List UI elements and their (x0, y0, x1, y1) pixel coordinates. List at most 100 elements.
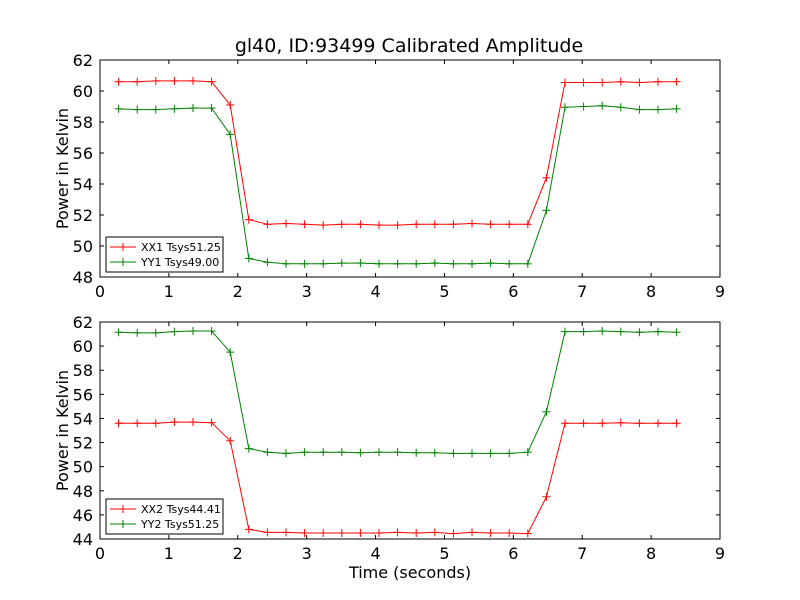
bottom-series-1-point (170, 418, 179, 427)
top-series-2-point (523, 259, 532, 268)
top-series-1-point (375, 221, 383, 230)
bottom-series-1-point (319, 528, 328, 537)
top-y-tick-label: 56 (73, 144, 93, 163)
bottom-series-1-point (598, 419, 607, 428)
bottom-series-1-point (282, 528, 290, 537)
bottom-legend-label-2: YY2 Tsys51.25 (140, 518, 219, 531)
bottom-x-tick-label: 0 (95, 544, 105, 563)
top-series-1-point (263, 220, 272, 229)
top-series-1-point (412, 220, 421, 229)
bottom-series-2-point (244, 444, 253, 453)
bottom-series-2-point (486, 449, 495, 458)
top-series-1-point (430, 220, 439, 229)
bottom-y-tick-label: 44 (73, 530, 93, 549)
chart-title: gl40, ID:93499 Calibrated Amplitude (235, 35, 583, 57)
top-x-tick-label: 3 (302, 282, 312, 301)
top-series-2-point (375, 259, 383, 268)
bottom-series-2-point (672, 328, 681, 337)
top-series-1-point (207, 77, 216, 86)
bottom-series-2-point (170, 327, 179, 336)
bottom-series-1-point (542, 492, 551, 501)
top-series-1-point (505, 220, 514, 229)
bottom-x-tick-label: 1 (164, 544, 174, 563)
top-series-2-point (412, 259, 421, 268)
bottom-legend-label-1: XX2 Tsys44.41 (141, 503, 221, 516)
top-legend-label-2: YY1 Tsys49.00 (140, 256, 219, 269)
bottom-x-tick-label: 5 (439, 544, 449, 563)
bottom-y-tick-label: 54 (73, 409, 93, 428)
top-x-tick-label: 7 (577, 282, 587, 301)
bottom-series-2-point (523, 448, 532, 457)
top-series-1-point (244, 215, 253, 224)
top-series-2-point (133, 105, 142, 114)
bottom-series-1-point (244, 525, 253, 534)
bottom-x-tick-label: 9 (715, 544, 725, 563)
top-series-1-point (393, 221, 402, 230)
top-series-1-point (170, 76, 179, 85)
bottom-series-2-point (654, 327, 662, 336)
top-series-2-point (114, 104, 123, 113)
top-series-1-point (635, 78, 644, 87)
bottom-series-2-point (356, 448, 365, 457)
top-y-axis-label: Power in Kelvin (53, 108, 72, 229)
bottom-series-1-point (207, 418, 216, 427)
bottom-y-tick-label: 62 (73, 313, 93, 332)
top-series-1-point (449, 220, 458, 229)
bottom-x-tick-label: 6 (508, 544, 518, 563)
top-series-2-point (337, 259, 346, 268)
top-series-2-point (654, 105, 662, 114)
bottom-series-1-point (300, 528, 309, 537)
bottom-series-1-point (430, 528, 439, 537)
top-series-2-point (505, 259, 514, 268)
top-x-tick-label: 2 (233, 282, 243, 301)
bottom-x-tick-label: 2 (233, 544, 243, 563)
top-series-1-point (356, 220, 365, 229)
bottom-series-2-point (263, 448, 272, 457)
top-series-2-point (207, 104, 216, 113)
bottom-series-2-point (598, 327, 607, 336)
bottom-series-1-point (412, 528, 421, 537)
bottom-y-tick-label: 52 (73, 434, 93, 453)
top-series-2-point (393, 259, 402, 268)
top-series-1-point (468, 219, 476, 228)
top-x-tick-label: 5 (439, 282, 449, 301)
bottom-y-tick-label: 48 (73, 482, 93, 501)
bottom-series-1-point (616, 418, 625, 427)
top-y-tick-label: 52 (73, 206, 93, 225)
bottom-series-1-point (151, 419, 160, 428)
top-axes-frame (99, 59, 721, 278)
bottom-series-2-point (635, 328, 644, 337)
bottom-series-2-point (300, 448, 309, 457)
bottom-series-1-point (468, 528, 476, 537)
bottom-series-2-point (393, 448, 402, 457)
bottom-series-2-point (375, 448, 383, 457)
bottom-series-1-point (561, 419, 569, 428)
top-series-1-point (561, 78, 569, 87)
bottom-series-2-point (579, 327, 588, 336)
bottom-series-2-point (616, 327, 625, 336)
bottom-series-1-point (189, 418, 197, 427)
top-series-1-point (226, 100, 235, 109)
top-series-2-point (300, 259, 309, 268)
top-series-2-point (430, 259, 439, 268)
top-series-2-point (579, 102, 588, 111)
bottom-y-tick-label: 46 (73, 506, 93, 525)
bottom-y-tick-label: 56 (73, 385, 93, 404)
top-series-2-point (672, 104, 681, 113)
bottom-series-2-point (189, 327, 197, 336)
top-series-2-point (151, 105, 160, 114)
bottom-y-axis-label: Power in Kelvin (53, 370, 72, 491)
bottom-series-1-point (337, 528, 346, 537)
top-x-tick-label: 8 (646, 282, 656, 301)
bottom-series-1-point (114, 419, 123, 428)
bottom-series-2-point (114, 328, 123, 337)
bottom-series-2-point (449, 449, 458, 458)
top-series-1-point (486, 220, 495, 229)
top-y-tick-label: 54 (73, 175, 93, 194)
bottom-legend-box (105, 498, 224, 535)
bottom-series-1-point (505, 528, 514, 537)
bottom-series-2-point (505, 449, 514, 458)
top-series-1-point (616, 77, 625, 86)
